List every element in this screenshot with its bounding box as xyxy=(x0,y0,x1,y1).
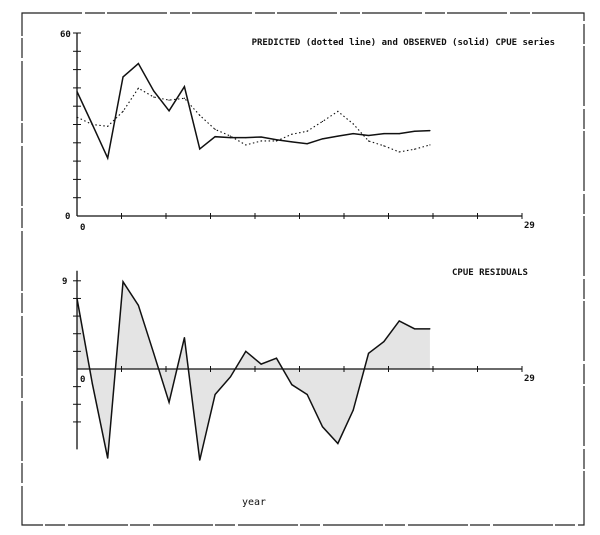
predicted-series-line xyxy=(76,87,431,153)
observed-point xyxy=(122,76,124,78)
residual-point xyxy=(107,457,109,459)
residual-point xyxy=(199,459,201,461)
observed-point xyxy=(76,90,78,93)
predicted-point xyxy=(183,97,186,99)
residual-point xyxy=(429,328,431,330)
residual-point xyxy=(245,350,247,352)
observed-point xyxy=(107,157,109,159)
figure-frame xyxy=(21,12,585,526)
observed-point xyxy=(275,139,278,141)
predicted-point xyxy=(199,114,201,116)
observed-point xyxy=(168,110,170,112)
top-x-tick-label-max: 29 xyxy=(524,221,535,231)
predicted-point xyxy=(321,120,324,123)
residual-point xyxy=(275,357,278,359)
predicted-point xyxy=(413,148,416,150)
residual-point xyxy=(383,340,385,343)
bottom-y-tick-label-max: 9 xyxy=(62,277,67,287)
bottom-x-tick-label-max: 29 xyxy=(524,374,535,384)
observed-point xyxy=(429,130,431,132)
residual-point xyxy=(229,376,232,378)
residual-point xyxy=(183,337,186,339)
predicted-point xyxy=(76,116,78,118)
residual-point xyxy=(76,297,78,300)
observed-point xyxy=(352,133,354,135)
observed-point xyxy=(291,141,293,143)
predicted-point xyxy=(229,135,232,137)
residual-point xyxy=(367,352,370,354)
residual-point xyxy=(337,442,339,445)
predicted-point xyxy=(153,96,155,98)
observed-point xyxy=(214,136,216,138)
observed-point xyxy=(229,137,232,139)
top-y-tick-label-min: 0 xyxy=(65,212,70,222)
predicted-point xyxy=(383,145,385,147)
residual-point xyxy=(352,409,354,411)
residual-point xyxy=(137,304,139,306)
residual-point xyxy=(321,426,324,428)
predicted-point xyxy=(291,133,293,135)
predicted-point xyxy=(122,110,124,112)
top-y-tick-label-max: 60 xyxy=(60,30,71,40)
top-chart-title: PREDICTED (dotted line) and OBSERVED (so… xyxy=(252,37,555,48)
residual-point xyxy=(398,320,400,322)
observed-point xyxy=(153,90,155,92)
residual-point xyxy=(413,328,416,330)
predicted-point xyxy=(214,128,216,130)
predicted-point xyxy=(337,110,339,112)
observed-point xyxy=(199,148,201,150)
predicted-point xyxy=(352,123,354,125)
observed-point xyxy=(260,136,262,138)
residual-point xyxy=(306,393,308,396)
top-x-tick-label-min: 0 xyxy=(80,223,85,233)
residual-area xyxy=(77,281,430,461)
predicted-point xyxy=(260,140,262,142)
residual-point xyxy=(214,393,216,396)
observed-point xyxy=(306,143,308,145)
observed-point xyxy=(337,135,339,137)
residual-line xyxy=(76,279,430,461)
predicted-point xyxy=(168,99,170,101)
predicted-point xyxy=(91,123,93,126)
observed-point xyxy=(137,62,139,65)
predicted-point xyxy=(137,87,139,89)
observed-point xyxy=(183,86,186,88)
predicted-point xyxy=(245,144,247,146)
observed-point xyxy=(321,138,324,140)
predicted-point xyxy=(275,140,278,142)
residual-point xyxy=(153,352,155,354)
x-axis-label: year xyxy=(242,497,266,508)
bottom-x-tick-label-min: 0 xyxy=(80,375,85,385)
residual-point xyxy=(122,281,124,283)
residual-point xyxy=(91,383,93,385)
observed-point xyxy=(398,133,400,135)
predicted-point xyxy=(429,144,431,146)
predicted-point xyxy=(398,151,400,153)
predicted-point xyxy=(306,130,308,132)
residual-point xyxy=(260,363,262,365)
observed-point xyxy=(367,134,370,137)
observed-point xyxy=(245,137,247,139)
residual-point xyxy=(291,384,293,386)
observed-point xyxy=(413,130,416,132)
predicted-point xyxy=(367,140,370,142)
bottom-chart-title: CPUE RESIDUALS xyxy=(452,268,528,278)
predicted-point xyxy=(107,125,109,127)
observed-series-line xyxy=(76,62,430,161)
residual-point xyxy=(168,401,170,403)
observed-point xyxy=(383,133,385,135)
